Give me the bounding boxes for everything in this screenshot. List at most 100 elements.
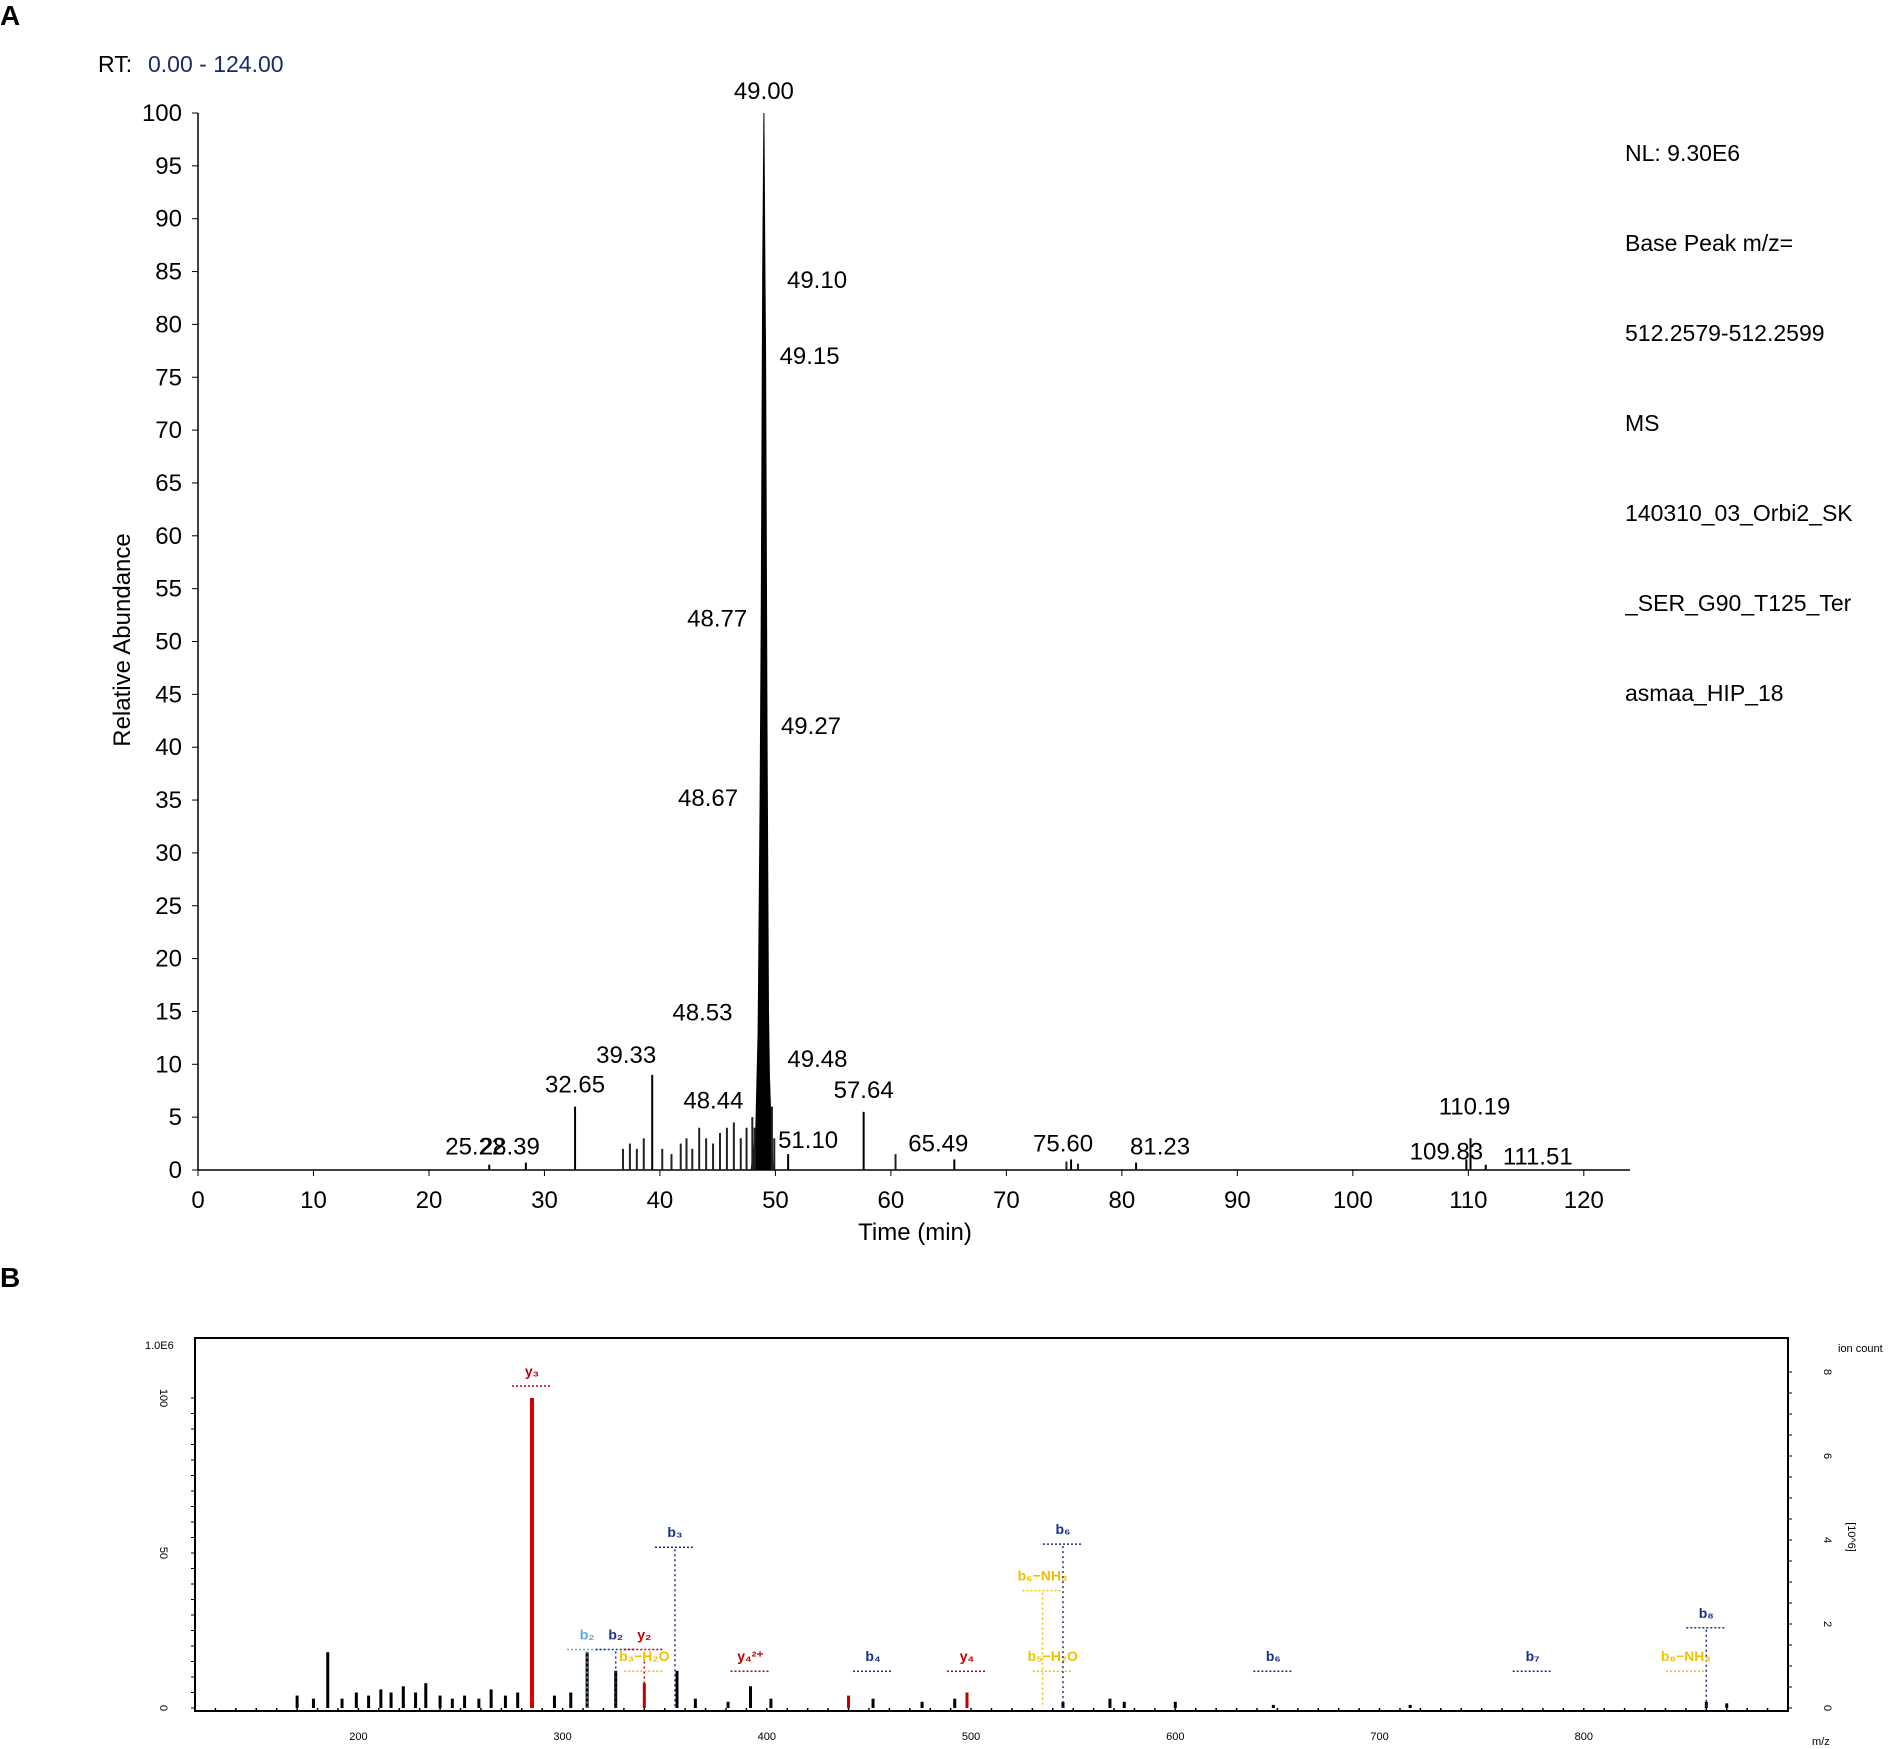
y-tick-label: 95 xyxy=(155,153,182,180)
peak-label: 111.51 xyxy=(1503,1144,1573,1171)
peak-label: 32.65 xyxy=(545,1072,605,1099)
y-tick-label: 15 xyxy=(155,998,182,1025)
x-tick-label: 80 xyxy=(1109,1187,1136,1214)
y-tick-label: 35 xyxy=(155,787,182,814)
panel-a-label: A xyxy=(0,0,21,31)
peak-label: 109.83 xyxy=(1410,1138,1483,1165)
mz-tick-label: 400 xyxy=(758,1731,776,1743)
ion-label: b₄ xyxy=(865,1648,880,1664)
spectrum-bars xyxy=(295,1398,1729,1708)
x-tick-label: 60 xyxy=(878,1187,905,1214)
x-tick-label: 30 xyxy=(531,1187,558,1214)
peak-label: 28.39 xyxy=(480,1134,540,1161)
y-axis-label: Relative Abundance xyxy=(109,533,136,747)
peak-labels: 49.00 49.10 49.15 48.77 49.27 48.67 48.53 39.33… xyxy=(445,78,1572,1171)
peak-label: 49.48 xyxy=(787,1046,847,1073)
info-line-3: MS xyxy=(1625,410,1660,436)
y-tick-label: 85 xyxy=(155,259,182,286)
mz-tick-label: 200 xyxy=(349,1731,367,1743)
mz-ticks: 200 300 400 500 600 700 800 xyxy=(194,1708,1789,1743)
right-y-ticks: 8 6 4 2 0 xyxy=(1788,1369,1833,1711)
ion-label: b₂ xyxy=(580,1627,595,1643)
ion-label: b₅−H₂O xyxy=(1028,1648,1078,1664)
y-ticks: 0 5 10 15 20 25 30 35 40 45 50 55 60 65 70 75 80 85 90 95 10… xyxy=(142,100,198,1184)
ion-label: y₄²⁺ xyxy=(737,1648,764,1664)
y-tick-label: 60 xyxy=(155,523,182,550)
x-tick-label: 20 xyxy=(416,1187,443,1214)
peak-label: 51.10 xyxy=(778,1127,838,1154)
chart-a-info-box: NL: 9.30E6 Base Peak m/z= 512.2579-512.2… xyxy=(1625,78,1885,738)
y-tick-label: 20 xyxy=(155,946,182,973)
y-tick-label: 55 xyxy=(155,576,182,603)
main-peak xyxy=(750,112,774,1171)
ion-label: b₆−NH₃ xyxy=(1018,1568,1068,1584)
x-tick-label: 40 xyxy=(647,1187,674,1214)
plot-frame xyxy=(194,1337,1789,1712)
left-y-ticks: 100 50 0 xyxy=(157,1389,195,1711)
right-y-tick-label: 2 xyxy=(1821,1621,1833,1627)
peak-label: 48.44 xyxy=(683,1088,743,1115)
y-tick-label: 10 xyxy=(155,1051,182,1078)
y-tick-label: 40 xyxy=(155,734,182,761)
right-y-tick-label: 4 xyxy=(1821,1537,1833,1543)
rt-prefix: RT: xyxy=(98,51,132,77)
info-line-0: NL: 9.30E6 xyxy=(1625,140,1741,166)
mz-tick-label: 500 xyxy=(962,1731,980,1743)
rt-range: 0.00 - 124.00 xyxy=(148,51,284,77)
ion-label: b₈−NH₃ xyxy=(1661,1648,1711,1664)
peak-label: 48.77 xyxy=(687,605,747,632)
info-line-2: 512.2579-512.2599 xyxy=(1625,320,1825,346)
right-axis-title: ion count xyxy=(1838,1343,1883,1355)
x-axis-label: Time (min) xyxy=(858,1219,972,1246)
peak-label: 39.33 xyxy=(596,1042,656,1069)
y-tick-label: 0 xyxy=(169,1157,182,1184)
mz-tick-label: 300 xyxy=(553,1731,571,1743)
peak-label: 110.19 xyxy=(1439,1093,1511,1120)
x-tick-label: 0 xyxy=(191,1187,204,1214)
x-ticks: 0 10 20 30 40 50 60 70 80 90 100 110 120 xyxy=(191,1170,1604,1214)
y-tick-label: 45 xyxy=(155,681,182,708)
y-tick-label: 50 xyxy=(155,629,182,656)
y-tick-label: 70 xyxy=(155,417,182,444)
ion-label: b₆ xyxy=(1056,1521,1071,1537)
left-y-tick-label: 0 xyxy=(157,1705,169,1711)
peak-label: 49.00 xyxy=(734,78,794,105)
ion-label: b₆ xyxy=(1266,1648,1281,1664)
x-tick-label: 110 xyxy=(1449,1187,1487,1214)
peak-label: 81.23 xyxy=(1130,1134,1190,1161)
ion-label: y₂ xyxy=(637,1627,651,1643)
peak-label: 49.15 xyxy=(780,343,840,370)
mz-tick-label: 700 xyxy=(1370,1731,1388,1743)
mz-tick-label: 600 xyxy=(1166,1731,1184,1743)
peak-label: 57.64 xyxy=(834,1077,894,1104)
mz-tick-label: 800 xyxy=(1575,1731,1593,1743)
ion-label: b₈ xyxy=(1699,1605,1714,1621)
ion-label: b₂ xyxy=(608,1627,623,1643)
x-tick-label: 10 xyxy=(300,1187,327,1214)
peak-label: 48.67 xyxy=(678,785,738,812)
ion-label: y₄ xyxy=(960,1648,974,1664)
peak-label: 48.53 xyxy=(672,1000,732,1027)
left-y-tick-label: 100 xyxy=(157,1389,169,1407)
x-tick-label: 100 xyxy=(1333,1187,1373,1214)
x-tick-label: 90 xyxy=(1224,1187,1251,1214)
x-tick-label: 70 xyxy=(993,1187,1020,1214)
y-tick-label: 65 xyxy=(155,470,182,497)
x-tick-label: 120 xyxy=(1564,1187,1604,1214)
left-y-tick-label: 50 xyxy=(157,1547,169,1559)
right-y-tick-label: 6 xyxy=(1821,1453,1833,1459)
y-tick-label: 25 xyxy=(155,893,182,920)
chart-a-chromatogram: RT: 0.00 - 124.00 Relative Abundance Tim… xyxy=(98,51,1630,1246)
peak-label: 25.22 xyxy=(445,1134,505,1161)
right-y-tick-label: 8 xyxy=(1821,1369,1833,1375)
y-tick-label: 75 xyxy=(155,364,182,391)
y-tick-label: 30 xyxy=(155,840,182,867)
ion-annotations: y₃ b₂ b₂ y₂ b₃ b₃−H₂O y₄²⁺ b₄ y₄ b₅−H₂O b₆−NH₃ b₆ b₆… xyxy=(511,1363,1727,1708)
x-axis-label-mz: m/z xyxy=(1812,1736,1830,1748)
y-top-left-label: 1.0E6 xyxy=(145,1340,174,1352)
peaks xyxy=(488,112,1487,1171)
y-tick-label: 100 xyxy=(142,100,182,127)
ion-label: b₃ xyxy=(667,1524,682,1540)
